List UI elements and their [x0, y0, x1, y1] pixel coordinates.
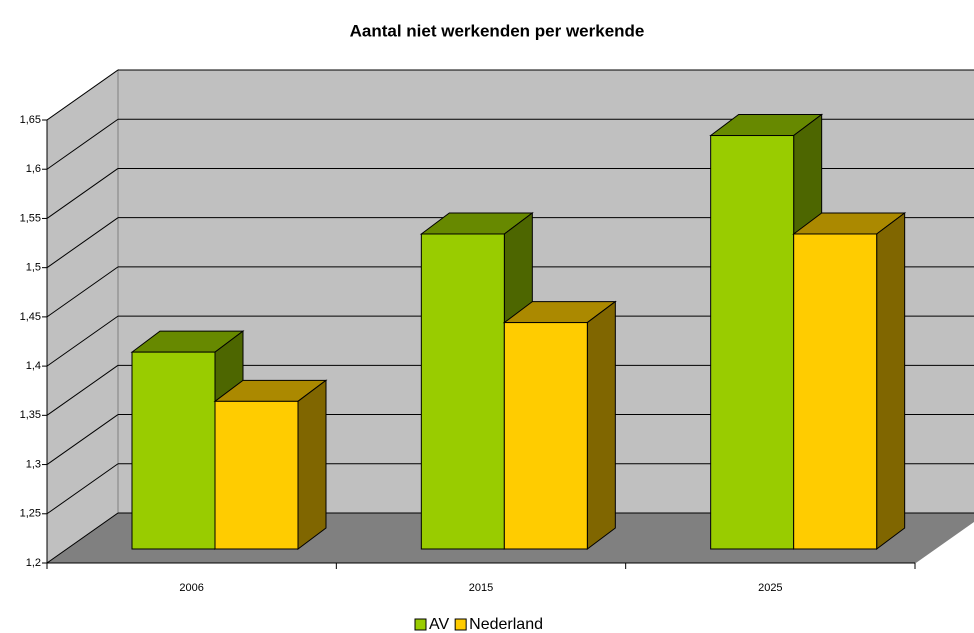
x-tick-label: 2025 [758, 582, 782, 594]
y-tick-label: 1,4 [26, 360, 41, 372]
bar-side [586, 300, 616, 550]
grid-line-side [46, 217, 119, 269]
grid-line-side [46, 118, 119, 170]
legend-swatch [414, 618, 427, 631]
bar [214, 400, 299, 550]
legend-label: AV [429, 616, 449, 633]
grid-line-side [46, 463, 119, 515]
grid-line-side [46, 315, 119, 367]
x-tick-label: 2006 [179, 582, 203, 594]
bar [131, 351, 216, 550]
grid-line-side [46, 512, 119, 564]
bar [503, 322, 588, 550]
grid-line-side [46, 168, 119, 219]
bar-side [297, 379, 327, 550]
grid-line-side [46, 364, 119, 416]
y-tick-label: 1,35 [20, 409, 41, 421]
x-tick-label: 2015 [469, 582, 493, 594]
bar-side [876, 211, 906, 550]
y-tick-label: 1,25 [20, 508, 41, 520]
y-tick-label: 1,2 [26, 557, 41, 569]
bar [420, 233, 505, 550]
y-tick-label: 1,5 [26, 262, 41, 274]
chart-title: Aantal niet werkenden per werkende [350, 21, 645, 40]
y-tick-label: 1,6 [26, 163, 41, 175]
bar [710, 135, 795, 550]
legend-swatch [454, 618, 467, 631]
y-tick-label: 1,45 [20, 311, 41, 323]
grid-line-side [46, 69, 119, 121]
y-tick-label: 1,65 [20, 114, 41, 126]
y-tick-label: 1,55 [20, 212, 41, 224]
legend-label: Nederland [469, 616, 543, 633]
y-tick-label: 1,3 [26, 458, 41, 470]
grid-line-side [46, 266, 119, 318]
grid-line-side [46, 414, 119, 465]
bar [793, 233, 878, 550]
